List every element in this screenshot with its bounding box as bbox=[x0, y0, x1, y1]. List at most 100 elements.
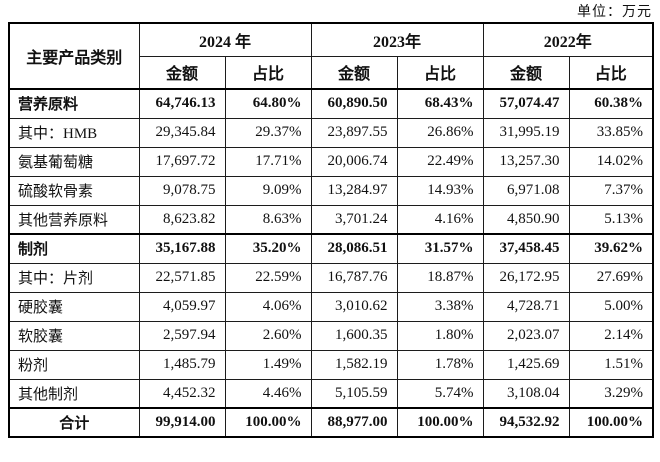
ratio-cell: 35.20% bbox=[224, 233, 312, 264]
table-header: 主要产品类别 2024 年 2023年 2022年 金额 占比 金额 占比 金额… bbox=[8, 22, 654, 90]
ratio-cell: 1.51% bbox=[568, 349, 654, 380]
amount-cell: 3,010.62 bbox=[310, 291, 398, 322]
amount-cell: 26,172.95 bbox=[482, 262, 570, 293]
row-label: 其中：HMB bbox=[8, 117, 140, 148]
table-body: 营养原料 64,746.13 64.80% 60,890.50 68.43% 57,074… bbox=[8, 88, 654, 438]
amount-cell: 4,059.97 bbox=[138, 291, 226, 322]
ratio-cell: 8.63% bbox=[224, 204, 312, 235]
ratio-cell: 60.38% bbox=[568, 88, 654, 119]
ratio-cell: 27.69% bbox=[568, 262, 654, 293]
amount-cell: 99,914.00 bbox=[138, 407, 226, 438]
total-row: 合计 99,914.00 100.00% 88,977.00 100.00% 94,532… bbox=[8, 407, 654, 438]
ratio-cell: 39.62% bbox=[568, 233, 654, 264]
amount-cell: 5,105.59 bbox=[310, 378, 398, 409]
ratio-cell: 68.43% bbox=[396, 88, 484, 119]
amount-cell: 8,623.82 bbox=[138, 204, 226, 235]
ratio-cell: 1.80% bbox=[396, 320, 484, 351]
amount-cell: 20,006.74 bbox=[310, 146, 398, 177]
amount-cell: 2,023.07 bbox=[482, 320, 570, 351]
ratio-cell: 64.80% bbox=[224, 88, 312, 119]
row-label: 营养原料 bbox=[8, 88, 140, 119]
amount-header-2022: 金额 bbox=[482, 55, 570, 90]
amount-cell: 13,257.30 bbox=[482, 146, 570, 177]
ratio-cell: 14.93% bbox=[396, 175, 484, 206]
ratio-cell: 9.09% bbox=[224, 175, 312, 206]
amount-cell: 4,850.90 bbox=[482, 204, 570, 235]
row-label: 合计 bbox=[8, 407, 140, 438]
amount-cell: 29,345.84 bbox=[138, 117, 226, 148]
amount-cell: 31,995.19 bbox=[482, 117, 570, 148]
amount-cell: 4,452.32 bbox=[138, 378, 226, 409]
amount-cell: 6,971.08 bbox=[482, 175, 570, 206]
amount-cell: 57,074.47 bbox=[482, 88, 570, 119]
amount-cell: 1,425.69 bbox=[482, 349, 570, 380]
ratio-cell: 22.49% bbox=[396, 146, 484, 177]
amount-cell: 16,787.76 bbox=[310, 262, 398, 293]
amount-header-2024: 金额 bbox=[138, 55, 226, 90]
year-header-2023: 2023年 bbox=[310, 22, 484, 57]
table-row: 其中：片剂 22,571.85 22.59% 16,787.76 18.87% 26,17… bbox=[8, 262, 654, 293]
amount-cell: 1,600.35 bbox=[310, 320, 398, 351]
year-header-row: 主要产品类别 2024 年 2023年 2022年 bbox=[8, 22, 654, 90]
ratio-cell: 18.87% bbox=[396, 262, 484, 293]
table-row: 其中：HMB 29,345.84 29.37% 23,897.55 26.86% 31,9… bbox=[8, 117, 654, 148]
ratio-cell: 26.86% bbox=[396, 117, 484, 148]
ratio-cell: 33.85% bbox=[568, 117, 654, 148]
ratio-cell: 100.00% bbox=[224, 407, 312, 438]
ratio-cell: 4.16% bbox=[396, 204, 484, 235]
ratio-cell: 4.06% bbox=[224, 291, 312, 322]
row-label: 其他制剂 bbox=[8, 378, 140, 409]
ratio-cell: 100.00% bbox=[396, 407, 484, 438]
table-row: 其他营养原料 8,623.82 8.63% 3,701.24 4.16% 4,850.90… bbox=[8, 204, 654, 235]
category-column-header: 主要产品类别 bbox=[8, 22, 140, 90]
table-row: 氨基葡萄糖 17,697.72 17.71% 20,006.74 22.49% 13,25… bbox=[8, 146, 654, 177]
amount-cell: 1,582.19 bbox=[310, 349, 398, 380]
row-label: 其他营养原料 bbox=[8, 204, 140, 235]
ratio-cell: 2.60% bbox=[224, 320, 312, 351]
amount-cell: 94,532.92 bbox=[482, 407, 570, 438]
table-row: 营养原料 64,746.13 64.80% 60,890.50 68.43% 57,074… bbox=[8, 88, 654, 119]
amount-cell: 2,597.94 bbox=[138, 320, 226, 351]
ratio-cell: 31.57% bbox=[396, 233, 484, 264]
row-label: 制剂 bbox=[8, 233, 140, 264]
amount-cell: 28,086.51 bbox=[310, 233, 398, 264]
ratio-cell: 3.29% bbox=[568, 378, 654, 409]
table-row: 软胶囊 2,597.94 2.60% 1,600.35 1.80% 2,023.07 2.1… bbox=[8, 320, 654, 351]
amount-cell: 22,571.85 bbox=[138, 262, 226, 293]
ratio-cell: 14.02% bbox=[568, 146, 654, 177]
row-label: 硫酸软骨素 bbox=[8, 175, 140, 206]
row-label: 粉剂 bbox=[8, 349, 140, 380]
amount-cell: 35,167.88 bbox=[138, 233, 226, 264]
row-label: 氨基葡萄糖 bbox=[8, 146, 140, 177]
ratio-cell: 1.78% bbox=[396, 349, 484, 380]
amount-cell: 64,746.13 bbox=[138, 88, 226, 119]
ratio-cell: 100.00% bbox=[568, 407, 654, 438]
ratio-cell: 3.38% bbox=[396, 291, 484, 322]
ratio-cell: 29.37% bbox=[224, 117, 312, 148]
amount-cell: 3,701.24 bbox=[310, 204, 398, 235]
amount-cell: 60,890.50 bbox=[310, 88, 398, 119]
amount-header-2023: 金额 bbox=[310, 55, 398, 90]
amount-cell: 3,108.04 bbox=[482, 378, 570, 409]
amount-cell: 13,284.97 bbox=[310, 175, 398, 206]
amount-cell: 88,977.00 bbox=[310, 407, 398, 438]
table-row: 其他制剂 4,452.32 4.46% 5,105.59 5.74% 3,108.04 3.… bbox=[8, 378, 654, 409]
table-row: 硫酸软骨素 9,078.75 9.09% 13,284.97 14.93% 6,971.0… bbox=[8, 175, 654, 206]
ratio-header-2024: 占比 bbox=[224, 55, 312, 90]
ratio-cell: 5.13% bbox=[568, 204, 654, 235]
ratio-cell: 4.46% bbox=[224, 378, 312, 409]
ratio-cell: 5.00% bbox=[568, 291, 654, 322]
table-row: 粉剂 1,485.79 1.49% 1,582.19 1.78% 1,425.69 1.51… bbox=[8, 349, 654, 380]
amount-cell: 4,728.71 bbox=[482, 291, 570, 322]
table-row: 制剂 35,167.88 35.20% 28,086.51 31.57% 37,458.4… bbox=[8, 233, 654, 264]
product-category-table: 主要产品类别 2024 年 2023年 2022年 金额 占比 金额 占比 金额… bbox=[8, 22, 655, 438]
ratio-header-2022: 占比 bbox=[568, 55, 654, 90]
row-label: 软胶囊 bbox=[8, 320, 140, 351]
row-label: 硬胶囊 bbox=[8, 291, 140, 322]
ratio-header-2023: 占比 bbox=[396, 55, 484, 90]
table-row: 硬胶囊 4,059.97 4.06% 3,010.62 3.38% 4,728.71 5.0… bbox=[8, 291, 654, 322]
sub-header-row: 金额 占比 金额 占比 金额 占比 bbox=[9, 55, 654, 90]
row-label: 其中：片剂 bbox=[8, 262, 140, 293]
ratio-cell: 22.59% bbox=[224, 262, 312, 293]
